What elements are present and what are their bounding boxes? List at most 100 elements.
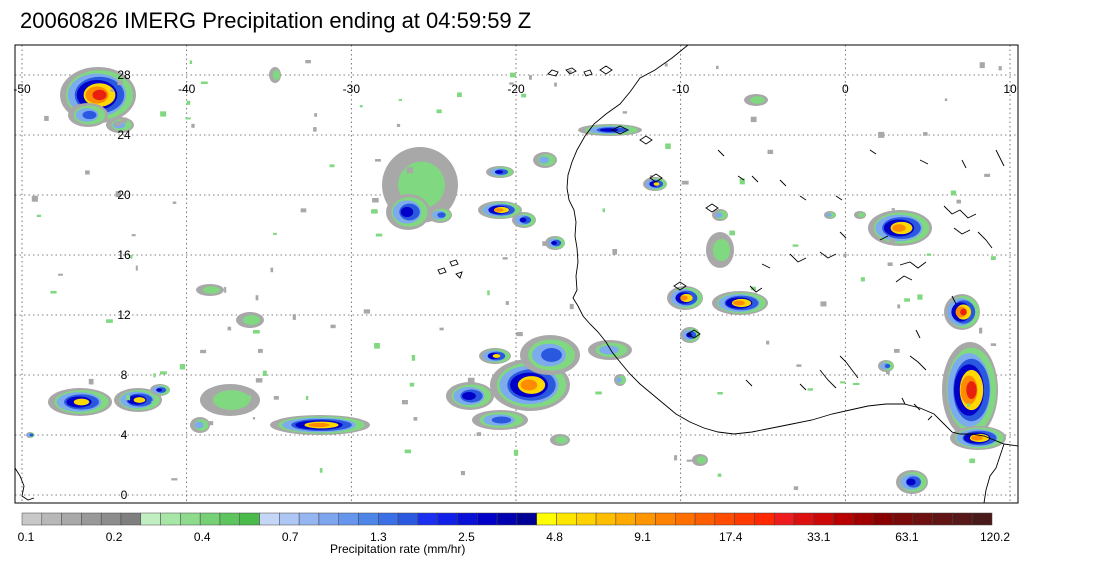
colorbar-swatch: [318, 512, 339, 526]
colorbar-swatch: [813, 512, 834, 526]
rain-cell: [486, 166, 514, 178]
rain-intensity-dark_blue: [519, 217, 527, 223]
light-rain-speck: [542, 241, 549, 246]
light-rain-speck: [516, 332, 523, 337]
colorbar-swatch: [140, 512, 161, 526]
colorbar-swatch: [556, 512, 577, 526]
light-rain-speck: [956, 199, 962, 204]
light-rain-speck: [792, 244, 799, 247]
light-rain-speck: [885, 370, 890, 375]
light-rain-speck: [476, 432, 482, 436]
light-rain-speck: [130, 254, 133, 259]
light-rain-speck: [926, 253, 932, 256]
light-rain-speck: [729, 230, 736, 236]
light-rain-speck: [330, 324, 336, 329]
rain-intensity-blue: [541, 348, 562, 362]
light-rain-speck: [404, 449, 412, 454]
light-rain-speck: [569, 303, 574, 310]
colorbar-swatch: [378, 512, 399, 526]
light-rain-speck: [796, 364, 802, 367]
light-rain-speck: [567, 70, 572, 74]
light-rain-speck: [990, 343, 997, 346]
light-rain-speck: [106, 319, 113, 323]
colorbar-tick-label: 4.8: [546, 530, 563, 544]
light-rain-speck: [117, 80, 123, 86]
light-rain-speck: [329, 164, 335, 168]
light-rain-speck: [224, 286, 227, 293]
rain-intensity-light_blue: [616, 377, 622, 383]
rain-cell: [878, 360, 894, 372]
rain-cell: [944, 294, 980, 330]
latitude-label: 4: [121, 428, 128, 442]
latitude-label: 24: [117, 128, 131, 142]
colorbar-tick-label: 120.2: [980, 530, 1010, 544]
light-rain-speck: [840, 381, 846, 384]
colorbar-swatch: [833, 512, 854, 526]
rain-cell: [114, 388, 162, 412]
light-rain-speck: [185, 117, 191, 120]
colorbar-swatch: [180, 512, 201, 526]
light-rain-speck: [179, 364, 186, 370]
light-rain-speck: [186, 100, 191, 105]
africa-west-coastline: [566, 45, 1018, 447]
colorbar-swatch: [932, 512, 953, 526]
light-rain-speck: [305, 395, 309, 400]
rain-cell: [578, 124, 642, 136]
rain-cell: [520, 335, 580, 375]
rain-intensity-yellow: [653, 182, 660, 186]
colorbar-swatch: [615, 512, 636, 526]
light-rain-speck: [979, 62, 985, 69]
rain-cell: [942, 342, 998, 438]
rain-cell: [479, 348, 511, 364]
rain-cell: [712, 291, 768, 315]
gulf-of-guinea-coastline: [983, 443, 1005, 503]
rain-cell: [269, 67, 281, 83]
light-rain-speck: [114, 120, 122, 126]
light-rain-speck: [807, 388, 814, 391]
light-rain-speck: [50, 290, 57, 294]
light-rain-speck: [969, 458, 976, 464]
rain-intensity-green: [857, 212, 866, 218]
light-rain-speck: [396, 123, 401, 127]
rain-cell: [512, 212, 536, 228]
light-rain-speck: [31, 195, 38, 202]
rain-intensity-green: [213, 390, 250, 410]
longitude-label: 10: [1003, 82, 1017, 96]
light-rain-speck: [665, 143, 671, 149]
rain-intensity-red: [960, 308, 967, 316]
colorbar-swatch: [952, 512, 973, 526]
light-rain-speck: [411, 354, 416, 361]
rain-intensity-dark_blue: [156, 388, 162, 392]
light-rain-speck: [300, 208, 307, 213]
light-rain-speck: [191, 123, 195, 128]
colorbar-swatch: [100, 512, 122, 526]
light-rain-speck: [151, 401, 155, 404]
light-rain-speck: [227, 326, 232, 331]
light-rain-speck: [947, 405, 951, 408]
rain-intensity-green: [202, 286, 221, 294]
light-rain-speck: [398, 98, 402, 101]
cape-verde-islands: [437, 259, 463, 279]
light-rain-speck: [313, 127, 317, 132]
light-rain-speck: [36, 214, 41, 218]
colorbar-swatch: [872, 512, 894, 526]
light-rain-speck: [923, 132, 928, 136]
rain-cell: [706, 232, 734, 268]
light-rain-speck: [766, 340, 770, 345]
latitude-label: 0: [121, 488, 128, 502]
rain-intensity-green: [242, 315, 261, 325]
light-rain-speck: [436, 109, 442, 114]
inland-rivers: [717, 149, 1005, 391]
rain-cell: [196, 284, 224, 296]
longitude-labels: -50 -40 -30 -20 -10 0 10: [13, 82, 1017, 96]
latitude-label: 16: [117, 248, 131, 262]
colorbar-swatch: [595, 512, 617, 526]
colorbar-swatch: [219, 512, 241, 526]
rain-cell: [106, 117, 134, 133]
light-rain-speck: [252, 417, 256, 420]
colorbar-swatch: [437, 512, 458, 526]
longitude-label: 0: [842, 82, 849, 96]
light-rain-speck: [189, 60, 193, 65]
colorbar-swatch: [160, 512, 181, 526]
light-rain-speck: [359, 105, 363, 108]
